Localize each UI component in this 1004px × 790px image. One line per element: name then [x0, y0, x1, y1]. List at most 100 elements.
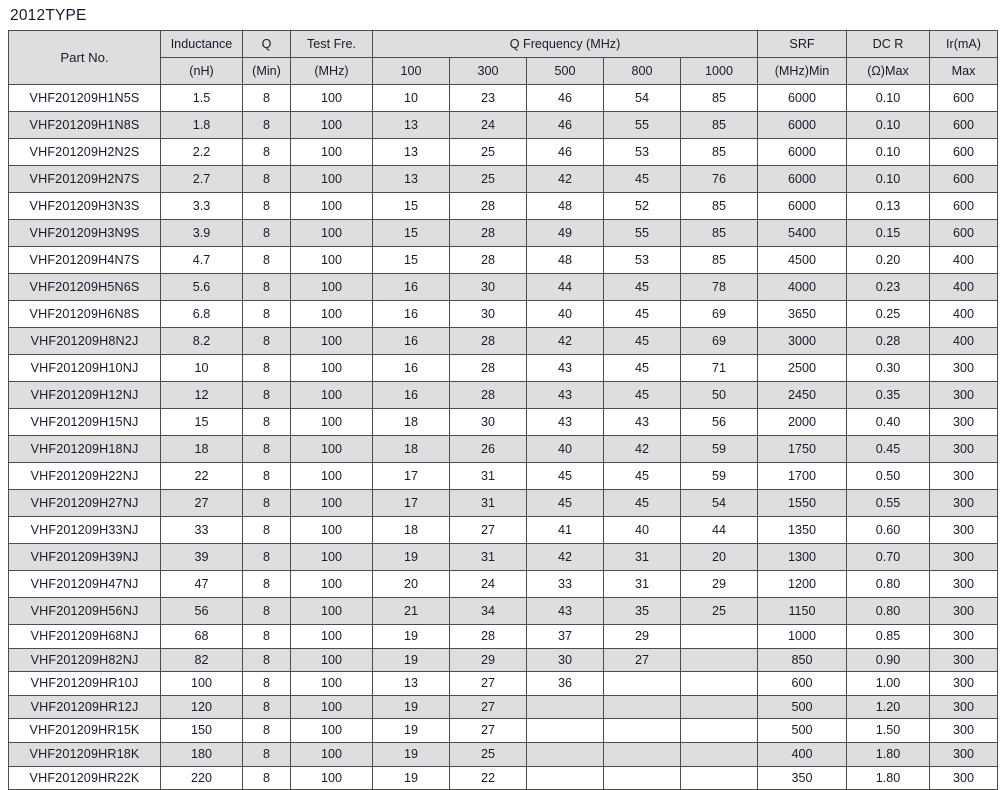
cell-inductance: 82	[160, 647, 243, 673]
cell-q: 8	[242, 671, 291, 696]
cell-part-no: VHF201209H33NJ	[8, 516, 161, 544]
cell-q-500: 33	[526, 570, 604, 598]
cell-dcr: 0.10	[846, 84, 931, 112]
header-q-freq-300: 300	[449, 57, 527, 85]
cell-test-fre: 100	[290, 381, 373, 409]
cell-q-300: 28	[449, 327, 527, 355]
cell-ir: 600	[929, 192, 999, 220]
header-q-freq-1000: 1000	[679, 57, 759, 85]
cell-q-1000	[679, 624, 759, 649]
cell-dcr: 0.55	[846, 489, 931, 517]
cell-dcr: 0.80	[846, 570, 931, 598]
cell-q-100: 19	[372, 543, 450, 571]
cell-q-300: 28	[449, 246, 527, 274]
cell-srf: 1350	[757, 516, 848, 544]
datasheet-page: 2012TYPE Part No. Inductance Q Test Fre.…	[8, 7, 999, 790]
table-row: VHF201209H56NJ 56 8 100 21 34 43 35 25 1150 0.80 30…	[8, 597, 999, 625]
cell-srf: 4000	[757, 273, 848, 301]
table-row: VHF201209H68NJ 68 8 100 19 28 37 29 1000 0.85 300	[8, 624, 999, 649]
cell-inductance: 39	[160, 543, 243, 571]
cell-q-500: 30	[526, 647, 604, 673]
cell-srf: 6000	[757, 111, 848, 139]
cell-q-500: 43	[526, 597, 604, 625]
cell-test-fre: 100	[290, 354, 373, 382]
cell-q-300: 25	[449, 138, 527, 166]
cell-q-800: 45	[603, 381, 681, 409]
cell-q-100: 18	[372, 435, 450, 463]
cell-srf: 1550	[757, 489, 848, 517]
cell-q-1000: 85	[679, 111, 759, 139]
cell-q-500: 41	[526, 516, 604, 544]
header-q-frequency-group: Q Frequency (MHz)	[371, 30, 759, 58]
cell-q-100: 19	[372, 647, 450, 673]
cell-q-300: 31	[449, 462, 527, 490]
cell-q-500: 45	[526, 462, 604, 490]
cell-srf: 1150	[757, 597, 848, 625]
cell-q-800: 29	[603, 624, 681, 649]
cell-ir: 400	[929, 300, 999, 328]
cell-q-800: 53	[603, 138, 681, 166]
cell-part-no: VHF201209H27NJ	[8, 489, 161, 517]
cell-q-500	[526, 694, 604, 720]
cell-test-fre: 100	[290, 192, 373, 220]
cell-q-800: 40	[603, 516, 681, 544]
cell-dcr: 0.10	[846, 165, 931, 193]
cell-test-fre: 100	[290, 219, 373, 247]
cell-q-100: 16	[372, 327, 450, 355]
cell-q-800: 31	[603, 570, 681, 598]
cell-q-1000: 56	[679, 408, 759, 436]
cell-q: 8	[242, 597, 291, 625]
header-dcr: DC R	[846, 30, 931, 58]
cell-ir: 600	[929, 84, 999, 112]
header-row-units: (nH) (Min) (MHz) 100 300 500 800 1000 (M…	[9, 57, 999, 85]
cell-q-800: 53	[603, 246, 681, 274]
cell-q-1000	[679, 647, 759, 673]
cell-q-100: 18	[372, 408, 450, 436]
cell-srf: 1000	[757, 624, 848, 649]
cell-part-no: VHF201209H47NJ	[8, 570, 161, 598]
cell-inductance: 1.8	[160, 111, 243, 139]
cell-srf: 5400	[757, 219, 848, 247]
cell-q-100: 15	[372, 192, 450, 220]
cell-inductance: 18	[160, 435, 243, 463]
cell-part-no: VHF201209H39NJ	[8, 543, 161, 571]
cell-q: 8	[242, 516, 291, 544]
cell-inductance: 10	[160, 354, 243, 382]
cell-q-500: 44	[526, 273, 604, 301]
cell-q-1000: 29	[679, 570, 759, 598]
cell-q: 8	[242, 741, 291, 767]
cell-q: 8	[242, 381, 291, 409]
cell-q-100: 17	[372, 462, 450, 490]
cell-q-100: 19	[372, 765, 450, 790]
cell-part-no: VHF201209H82NJ	[8, 647, 161, 673]
cell-ir: 600	[929, 138, 999, 166]
table-row: VHF201209H22NJ 22 8 100 17 31 45 45 59 1700 0.50 30…	[8, 462, 999, 490]
header-row-primary: Part No. Inductance Q Test Fre. Q Freque…	[8, 30, 999, 85]
cell-ir: 300	[929, 741, 999, 767]
cell-test-fre: 100	[290, 597, 373, 625]
cell-test-fre: 100	[290, 246, 373, 274]
cell-inductance: 33	[160, 516, 243, 544]
table-row: VHF201209H6N8S 6.8 8 100 16 30 40 45 69 3650 0.25 4…	[8, 300, 999, 328]
cell-dcr: 0.80	[846, 597, 931, 625]
cell-q: 8	[242, 111, 291, 139]
cell-q-800: 55	[603, 111, 681, 139]
cell-q-100: 17	[372, 489, 450, 517]
cell-part-no: VHF201209H1N8S	[8, 111, 161, 139]
cell-inductance: 5.6	[160, 273, 243, 301]
cell-q-800: 45	[603, 327, 681, 355]
cell-q-100: 19	[372, 741, 450, 767]
cell-ir: 300	[929, 570, 999, 598]
cell-ir: 300	[929, 671, 999, 696]
cell-inductance: 4.7	[160, 246, 243, 274]
cell-srf: 6000	[757, 165, 848, 193]
cell-srf: 2450	[757, 381, 848, 409]
cell-dcr: 0.23	[846, 273, 931, 301]
table-row: VHF201209HR15K 150 8 100 19 27 500 1.50 300	[8, 718, 999, 743]
cell-srf: 600	[757, 671, 848, 696]
cell-q-100: 19	[372, 694, 450, 720]
cell-q-300: 31	[449, 489, 527, 517]
cell-q-500: 42	[526, 165, 604, 193]
cell-ir: 300	[929, 462, 999, 490]
table-row: VHF201209H82NJ 82 8 100 19 29 30 27 850 0.90 300	[8, 647, 999, 673]
